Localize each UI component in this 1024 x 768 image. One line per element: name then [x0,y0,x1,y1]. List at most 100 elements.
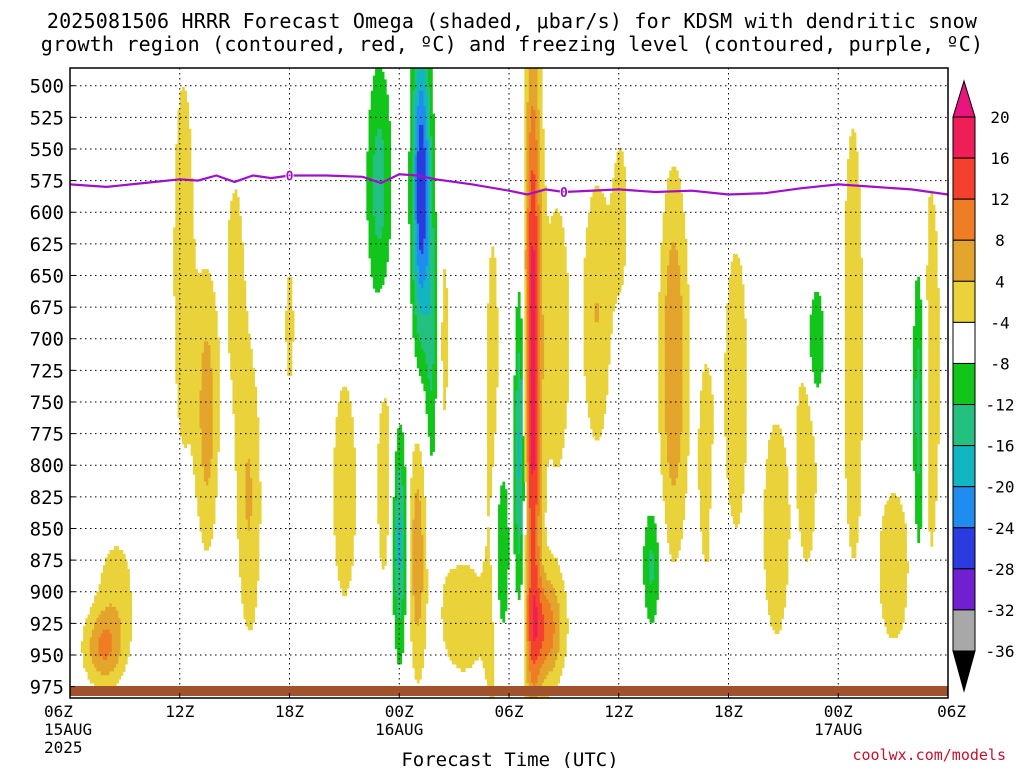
omega-cell [535,68,539,141]
omega-cell [774,424,778,635]
omega-cell [456,565,460,669]
colorbar-label: -16 [986,437,1015,456]
omega-cell [425,568,429,604]
omega-cell [528,212,532,509]
omega-cell [555,557,558,597]
omega-cell [201,466,205,543]
omega-cell [684,238,688,494]
omega-cell [425,364,429,414]
omega-cell [517,432,521,479]
omega-cell [680,193,683,297]
omega-cell [697,428,701,490]
omega-cell [811,436,815,532]
omega-cell [423,496,427,650]
omega-cell [96,671,100,688]
omega-cell [98,637,102,657]
omega-cell [664,193,668,297]
omega-cell [541,565,545,589]
omega-cell [557,652,561,684]
omega-cell [94,595,97,623]
omega-cell [539,648,543,669]
omega-cell [585,227,589,403]
omega-cell [423,147,427,240]
omega-cell [210,458,214,540]
omega-cell [517,291,521,354]
omega-cell [232,193,236,414]
omega-cell [798,386,802,532]
omega-cell [423,280,427,316]
omega-cell [526,68,530,103]
omega-cell [546,599,550,657]
omega-cell [787,504,791,540]
colorbar-label: -24 [986,519,1015,538]
y-tick-label: 875 [30,550,64,572]
omega-cell [667,462,670,543]
y-tick-label: 950 [30,645,64,667]
omega-cell [397,470,400,525]
y-tick-label: 625 [30,234,64,256]
x-tick-date: 16AUG [375,720,423,739]
omega-cell [116,546,119,612]
colorbar-segment [952,321,976,364]
omega-cell [590,197,594,430]
omega-cell [201,269,205,354]
omega-cell [517,352,521,433]
omega-cell [673,242,677,487]
colorbar-segment [952,280,976,323]
omega-cell [675,170,679,251]
omega-cell [555,660,558,688]
omega-cell [548,223,552,460]
omega-cell [517,553,521,600]
omega-cell [416,105,420,153]
omega-cell [487,303,490,517]
omega-cell [539,667,543,688]
omega-cell [899,504,903,631]
omega-cell [535,504,539,566]
omega-cell [375,234,378,293]
omega-cell [656,542,659,600]
omega-cell [820,310,824,373]
omega-cell [423,238,427,282]
omega-cell [100,656,104,676]
omega-cell [425,140,429,266]
omega-cell [449,568,453,661]
omega-cell [528,671,532,698]
omega-cell [884,504,888,627]
omega-cell [546,580,550,600]
omega-cell [397,565,400,619]
omega-cell [350,417,354,566]
omega-cell [372,75,376,156]
omega-cell [811,299,815,373]
omega-cell [421,534,424,593]
omega-cell [686,284,690,456]
omega-cell [113,546,117,608]
freezing-level-label: 0 [560,186,568,201]
omega-cell [741,284,745,494]
omega-cell [421,90,424,126]
omega-cell [414,443,418,494]
x-tick-year: 2025 [44,738,83,757]
omega-cell [107,606,111,631]
colorbar-bottom-arrow [952,650,976,693]
omega-cell [386,405,389,536]
omega-cell [603,197,607,414]
y-tick-label: 975 [30,677,64,699]
omega-cell [445,288,449,388]
omega-cell [772,424,776,631]
omega-cell [414,493,418,623]
omega-cell [89,606,93,638]
omega-cell [541,128,545,316]
omega-cell [601,193,604,430]
omega-cell [421,466,424,536]
omega-cell [399,618,403,665]
omega-cell [181,86,185,445]
omega-cell [432,113,435,228]
omega-cell [489,257,493,498]
omega-cell [818,295,822,384]
omega-cell [671,242,675,487]
omega-cell [537,68,541,111]
omega-cell [673,485,677,562]
omega-cell [377,238,381,293]
omega-cell [544,527,547,574]
